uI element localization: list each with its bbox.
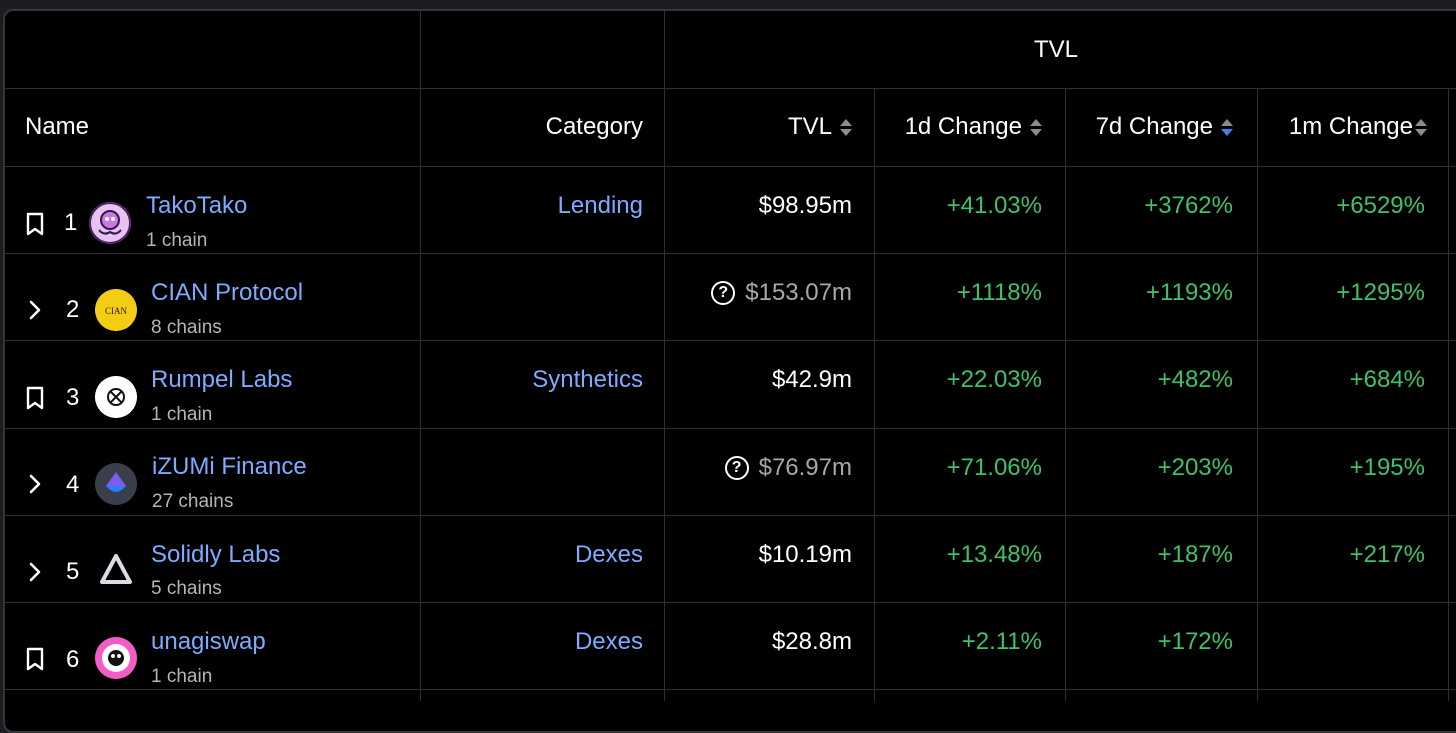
column-divider (420, 11, 421, 701)
protocol-name-link[interactable]: TakoTako (146, 192, 248, 219)
change-7d: +172% (1157, 628, 1233, 655)
rank: 1 (64, 209, 78, 236)
protocol-table (3, 9, 1456, 733)
unagiswap-logo (95, 637, 137, 679)
protocol-name-link[interactable]: unagiswap (151, 628, 266, 655)
izumi-logo (95, 463, 137, 505)
change-1d: +71.06% (946, 454, 1042, 481)
category-link[interactable]: Dexes (574, 628, 643, 655)
tvl-value: $42.9m (771, 366, 852, 393)
bookmark-icon[interactable] (23, 211, 47, 237)
column-divider (1257, 88, 1258, 701)
column-divider (1448, 88, 1449, 701)
chevron-right-icon[interactable] (23, 471, 47, 497)
tvl-value: $98.95m (758, 192, 852, 219)
tvl-value: $28.8m (771, 628, 852, 655)
column-header-category[interactable]: Category (545, 113, 643, 140)
row-divider (5, 88, 1456, 89)
tvl-value: ? $153.07m (674, 253, 852, 333)
change-7d: +187% (1157, 541, 1233, 568)
category-link[interactable]: Synthetics (532, 366, 643, 393)
bookmark-icon[interactable] (23, 385, 47, 411)
chevron-right-icon[interactable] (23, 297, 47, 323)
protocol-name-link[interactable]: Rumpel Labs (151, 366, 293, 393)
chain-count[interactable]: 1 chain (146, 230, 208, 251)
change-7d: +3762% (1144, 192, 1233, 219)
column-divider (664, 11, 665, 701)
tvl-amount: $76.97m (758, 454, 852, 481)
protocol-name-link[interactable]: CIAN Protocol (151, 279, 304, 306)
sort-descending-icon (1221, 118, 1233, 136)
row-divider (5, 428, 1456, 429)
tvl-group-header: TVL (1033, 35, 1078, 63)
bookmark-icon[interactable] (23, 646, 47, 672)
tvl-value: $10.19m (758, 541, 852, 568)
rank: 5 (66, 558, 80, 585)
column-header-tvl[interactable]: TVL (674, 88, 852, 166)
category-link[interactable]: Lending (557, 192, 643, 219)
chain-count[interactable]: 1 chain (151, 404, 213, 425)
column-header-1d-label: 1d Change (904, 113, 1022, 140)
rank: 2 (66, 296, 80, 323)
sort-icon (840, 118, 852, 136)
solidly-logo (95, 550, 137, 592)
rank: 3 (66, 384, 80, 411)
row-divider (5, 166, 1456, 167)
change-1d: +13.48% (946, 541, 1042, 568)
change-7d: +1193% (1146, 279, 1233, 306)
sort-icon (1030, 118, 1042, 136)
row-divider (5, 515, 1456, 516)
rank: 6 (66, 646, 80, 673)
chain-count[interactable]: 5 chains (151, 578, 222, 599)
column-header-1d-change[interactable]: 1d Change (884, 88, 1042, 166)
change-1m (1265, 602, 1425, 682)
column-header-1m-label: 1m Change (1288, 113, 1413, 140)
change-1m: +6529% (1336, 192, 1425, 219)
column-divider (1065, 88, 1066, 701)
chain-count[interactable]: 27 chains (152, 491, 234, 512)
cian-logo: CIAN (95, 289, 137, 331)
tvl-value: ? $76.97m (674, 428, 852, 508)
row-divider (5, 340, 1456, 341)
change-7d: +203% (1157, 454, 1233, 481)
column-header-1m-change[interactable]: 1m Change (1265, 88, 1427, 166)
chevron-right-icon[interactable] (23, 559, 47, 585)
takotako-logo (89, 202, 131, 244)
change-1m: +195% (1349, 454, 1425, 481)
chain-count[interactable]: 8 chains (151, 317, 222, 338)
question-mark-icon[interactable]: ? (711, 281, 736, 305)
change-1m: +684% (1349, 366, 1425, 393)
row-divider (5, 689, 1456, 690)
category-link[interactable]: Dexes (574, 541, 643, 568)
sort-icon (1415, 118, 1427, 136)
change-1m: +217% (1349, 541, 1425, 568)
protocol-name-link[interactable]: iZUMi Finance (152, 453, 307, 480)
row-divider (5, 602, 1456, 603)
change-1d: +1118% (956, 279, 1042, 306)
column-header-tvl-label: TVL (787, 113, 832, 140)
rank: 4 (66, 471, 80, 498)
protocol-name-link[interactable]: Solidly Labs (151, 541, 281, 568)
column-header-7d-label: 7d Change (1095, 113, 1213, 140)
column-divider (874, 88, 875, 701)
change-7d: +482% (1157, 366, 1233, 393)
rumpel-logo (95, 376, 137, 418)
column-header-7d-change[interactable]: 7d Change (1075, 88, 1233, 166)
change-1d: +2.11% (961, 628, 1042, 655)
change-1d: +41.03% (946, 192, 1042, 219)
column-header-name[interactable]: Name (25, 113, 90, 140)
svg-text:CIAN: CIAN (105, 306, 127, 316)
row-divider (5, 253, 1456, 254)
tvl-amount: $153.07m (745, 279, 852, 306)
chain-count[interactable]: 1 chain (151, 666, 213, 687)
question-mark-icon[interactable]: ? (724, 456, 749, 480)
change-1d: +22.03% (946, 366, 1042, 393)
change-1m: +1295% (1336, 279, 1425, 306)
